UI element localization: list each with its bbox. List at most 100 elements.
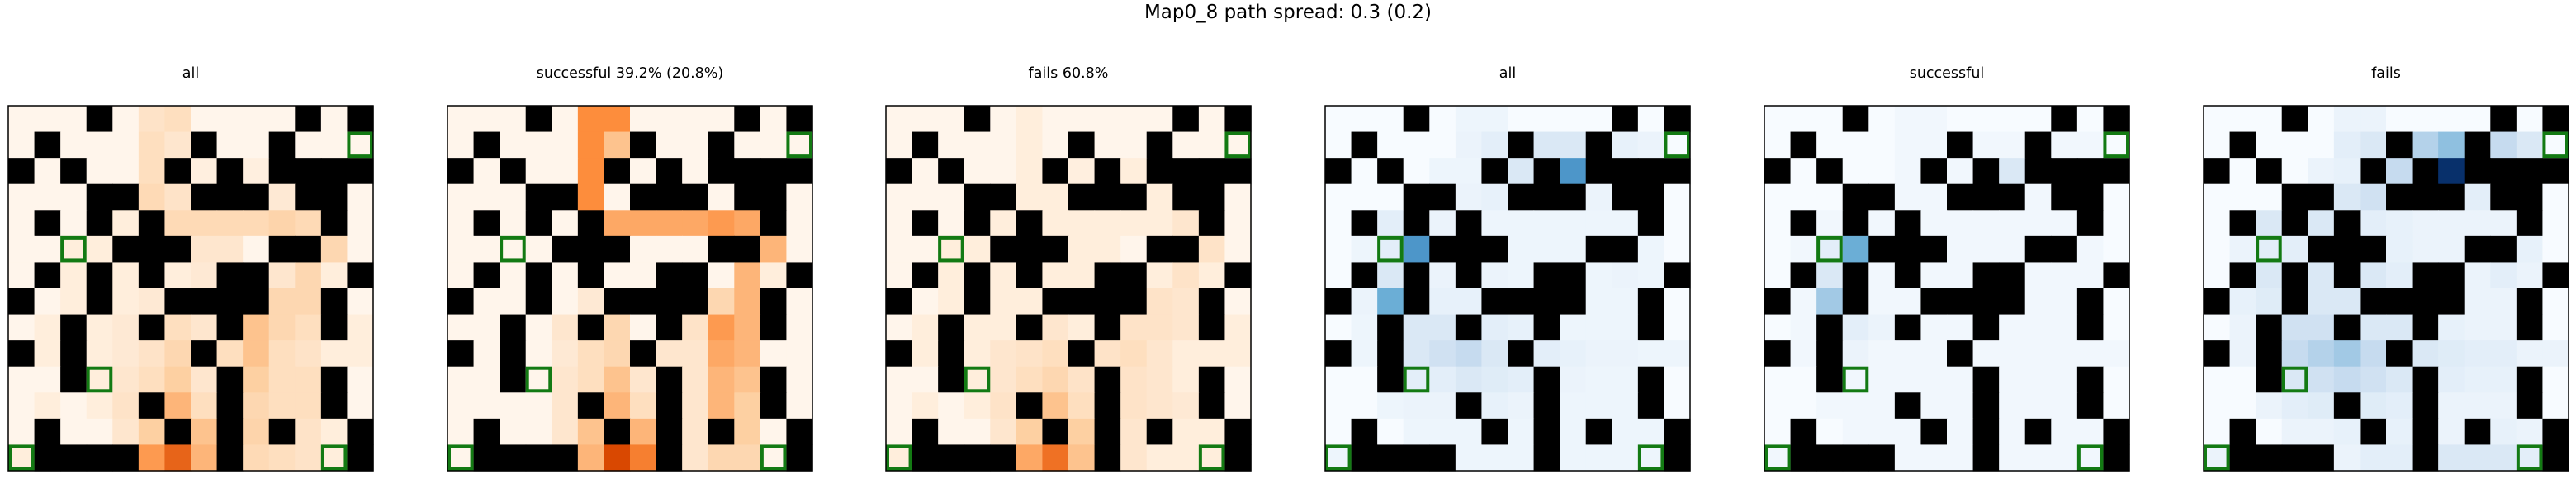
heat-cell <box>500 288 527 315</box>
wall-cell <box>786 262 813 289</box>
heat-cell <box>2360 314 2387 341</box>
wall-cell <box>473 131 500 159</box>
wall-cell <box>1894 235 1922 263</box>
wall-cell <box>1198 314 1226 341</box>
heat-cell <box>164 340 192 368</box>
wall-cell <box>1481 418 1508 446</box>
heat-cell <box>2051 131 2078 159</box>
wall-cell <box>786 158 813 185</box>
wall-cell <box>1533 158 1560 185</box>
heat-cell <box>447 183 475 211</box>
wall-cell <box>268 418 296 446</box>
heat-cell <box>268 392 296 420</box>
heat-cell <box>164 210 192 237</box>
heat-cell <box>2464 183 2491 211</box>
heat-cell <box>990 288 1017 315</box>
wall-cell <box>2412 288 2439 315</box>
heat-cell <box>786 288 813 315</box>
wall-cell <box>1068 183 1096 211</box>
wall-cell <box>1068 340 1096 368</box>
heat-cell <box>2412 210 2439 237</box>
wall-cell <box>1790 444 1817 472</box>
heat-cell <box>2024 262 2052 289</box>
wall-cell <box>1533 183 1560 211</box>
heat-cell <box>2438 106 2465 133</box>
wall-cell <box>1533 418 1560 446</box>
heat-cell <box>2103 235 2130 263</box>
wall-cell <box>1920 235 1948 263</box>
heat-cell <box>2386 262 2413 289</box>
heat-cell <box>2051 392 2078 420</box>
wall-cell <box>243 262 270 289</box>
wall-cell <box>938 366 965 393</box>
heat-cell <box>191 314 218 341</box>
heatmap-panel-3: fails 60.8% <box>885 0 1252 479</box>
heat-cell <box>1612 366 1639 393</box>
goal-marker <box>1764 444 1791 471</box>
wall-cell <box>2490 158 2517 185</box>
heat-cell <box>1429 366 1456 393</box>
heat-cell <box>1377 210 1404 237</box>
wall-cell <box>760 158 788 185</box>
heat-cell <box>473 288 500 315</box>
heat-cell <box>912 235 939 263</box>
heat-cell <box>34 314 61 341</box>
heat-cell <box>656 106 683 133</box>
wall-cell <box>577 210 605 237</box>
heat-cell <box>1403 366 1430 393</box>
heat-cell <box>2438 444 2465 472</box>
heat-cell <box>447 444 475 472</box>
wall-cell <box>2024 235 2052 263</box>
heat-cell <box>2542 131 2569 159</box>
heat-cell <box>886 210 913 237</box>
heat-cell <box>34 288 61 315</box>
heat-cell <box>1894 131 1922 159</box>
heat-cell <box>1612 314 1639 341</box>
heat-cell <box>1790 314 1817 341</box>
heat-cell <box>243 235 270 263</box>
heat-cell <box>2333 418 2361 446</box>
heat-cell <box>1351 314 1378 341</box>
heat-cell <box>2542 340 2569 368</box>
wall-cell <box>1868 235 1896 263</box>
wall-cell <box>1947 183 1974 211</box>
wall-cell <box>1094 183 1121 211</box>
heat-cell <box>1016 131 1044 159</box>
heat-cell <box>1508 235 1535 263</box>
heat-cell <box>1585 210 1612 237</box>
goal-marker <box>1325 444 1352 471</box>
heat-cell <box>500 210 527 237</box>
heat-cell <box>295 418 322 446</box>
goal-marker <box>964 366 991 393</box>
heat-cell <box>2438 366 2465 393</box>
heat-cell <box>2333 183 2361 211</box>
heat-cell <box>1533 106 1560 133</box>
wall-cell <box>2256 366 2283 393</box>
heat-cell <box>268 444 296 472</box>
wall-cell <box>1664 262 1691 289</box>
heat-cell <box>2438 418 2465 446</box>
heat-cell <box>1612 210 1639 237</box>
wall-cell <box>320 366 348 393</box>
wall-cell <box>2051 235 2078 263</box>
heat-cell <box>1790 288 1817 315</box>
heat-cell <box>708 183 735 211</box>
heat-cell <box>138 444 166 472</box>
wall-cell <box>1146 158 1173 185</box>
goal-marker <box>8 444 35 471</box>
wall-cell <box>886 158 913 185</box>
heat-cell <box>60 288 88 315</box>
heat-cell <box>86 131 113 159</box>
heat-cell <box>268 340 296 368</box>
heat-cell <box>552 106 579 133</box>
wall-cell <box>2360 288 2387 315</box>
wall-cell <box>1455 235 1483 263</box>
heat-cell <box>34 392 61 420</box>
heat-cell <box>1842 340 1869 368</box>
heat-cell <box>912 158 939 185</box>
heat-cell <box>1224 235 1252 263</box>
heat-cell <box>912 340 939 368</box>
wall-cell <box>1403 106 1430 133</box>
heat-cell <box>1172 392 1200 420</box>
heat-cell <box>1790 340 1817 368</box>
